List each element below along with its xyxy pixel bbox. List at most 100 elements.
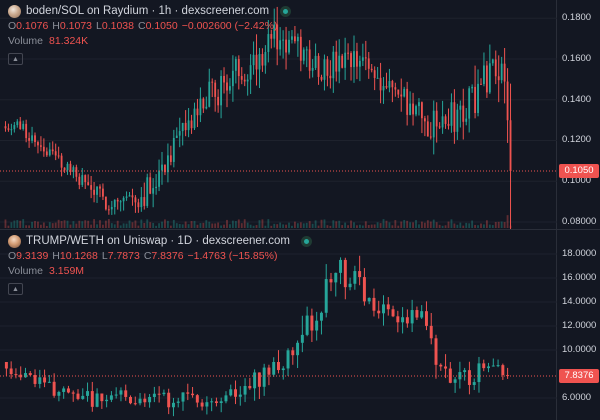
candle-body (199, 98, 202, 116)
candle-body (444, 366, 448, 369)
candle-body (34, 135, 36, 143)
candle-body (317, 55, 320, 77)
collapse-chevron-icon[interactable]: ▲ (8, 53, 23, 65)
volume-bar (261, 219, 264, 228)
candle-body (105, 399, 109, 402)
price-axis[interactable]: 0.1800 0.1600 0.1400 0.1200 0.1000 0.080… (557, 0, 600, 229)
candle-body (343, 259, 347, 288)
candle-body (362, 277, 366, 302)
candle-body (373, 70, 376, 78)
candle-body (81, 395, 85, 399)
candle-body (249, 65, 252, 80)
candle-body (500, 63, 503, 81)
candle-body (113, 199, 116, 208)
chart-panel-boden[interactable]: 0.1800 0.1600 0.1400 0.1200 0.1000 0.080… (0, 0, 600, 229)
candle-body (394, 87, 397, 90)
volume-value: 81.324K (49, 35, 89, 47)
candle-body (288, 39, 290, 53)
candle-body (308, 49, 311, 71)
candle-body (397, 89, 400, 95)
candle-body (332, 51, 335, 79)
pair-title: TRUMP/WETH on Uniswap · 1D · dexscreener… (26, 235, 290, 247)
candlestick-chart-boden[interactable] (0, 0, 557, 229)
candlestick-chart-trump[interactable] (0, 230, 557, 420)
high-label: H (52, 250, 60, 262)
volume-bar (364, 221, 367, 228)
chart-plot-area[interactable] (0, 230, 557, 420)
volume-bar (311, 223, 314, 228)
legend-title[interactable]: boden/SOL on Raydium · 1h · dexscreener.… (8, 4, 292, 19)
volume-bar (167, 220, 169, 228)
candle-body (248, 385, 252, 389)
candle-body (119, 390, 123, 395)
candle-body (133, 403, 137, 405)
collapse-chevron-icon[interactable]: ▲ (8, 283, 23, 295)
candle-body (439, 364, 443, 367)
candle-body (102, 188, 104, 197)
price-axis-label: 0.1400 (562, 93, 592, 105)
volume-bar (143, 222, 146, 228)
volume-bar (477, 225, 479, 228)
volume-bar (51, 223, 54, 228)
volume-bar (237, 219, 240, 228)
candle-body (406, 88, 409, 115)
volume-bar (190, 220, 193, 228)
candle-body (270, 34, 273, 39)
volume-bar (335, 221, 338, 228)
candle-body (267, 367, 271, 375)
candle-body (10, 129, 13, 131)
volume-bar (128, 220, 131, 228)
last-price-tag: 7.8376 (559, 368, 599, 383)
chart-panel-trump[interactable]: 18.0000 16.0000 14.0000 12.0000 10.0000 … (0, 230, 600, 420)
candle-body (329, 279, 333, 283)
pane-divider[interactable] (0, 229, 600, 230)
volume-bar (344, 222, 347, 228)
candle-body (483, 65, 485, 85)
candle-body (472, 382, 476, 385)
candle-body (282, 39, 285, 41)
chart-plot-area[interactable] (0, 0, 557, 229)
candle-body (37, 142, 39, 146)
change-value: −1.4763 (−15.85%) (187, 250, 278, 262)
candle-body (217, 96, 220, 106)
candle-body (344, 52, 347, 68)
candle-body (78, 176, 81, 185)
candle-body (388, 81, 391, 88)
candle-body (294, 36, 296, 42)
candle-body (143, 197, 146, 206)
candle-body (19, 374, 23, 378)
high-value: 10.1268 (59, 250, 98, 262)
volume-bar (465, 222, 468, 228)
candle-body (506, 81, 509, 121)
candle-body (320, 76, 323, 80)
volume-bar (116, 220, 119, 228)
candle-body (210, 401, 214, 403)
candle-body (356, 51, 358, 67)
volume-bar (406, 220, 409, 228)
price-axis[interactable]: 18.0000 16.0000 14.0000 12.0000 10.0000 … (557, 230, 600, 420)
legend-title[interactable]: TRUMP/WETH on Uniswap · 1D · dexscreener… (8, 234, 312, 249)
candle-body (129, 396, 132, 404)
open-value: 0.1076 (16, 20, 49, 32)
volume-bar (90, 224, 93, 228)
price-axis-label: 0.1000 (562, 175, 592, 187)
candle-body (396, 316, 400, 323)
candle-body (326, 59, 329, 76)
candle-body (14, 374, 18, 376)
candle-body (84, 175, 87, 183)
candle-body (324, 279, 328, 313)
volume-bar (104, 220, 107, 228)
volume-bar (323, 219, 326, 228)
candle-body (444, 116, 447, 124)
volume-bar (503, 222, 506, 228)
volume-bar (296, 223, 299, 228)
candle-body (258, 54, 261, 70)
volume-bar (353, 222, 355, 228)
candle-body (4, 362, 8, 369)
candle-body (234, 59, 237, 71)
chart-legend: TRUMP/WETH on Uniswap · 1D · dexscreener… (8, 234, 312, 295)
candle-body (100, 393, 104, 402)
candle-body (376, 77, 379, 79)
volume-bar (93, 219, 95, 228)
candle-body (272, 362, 276, 375)
